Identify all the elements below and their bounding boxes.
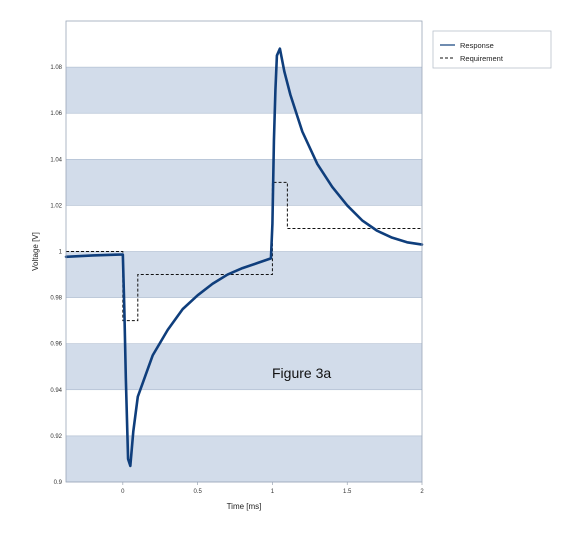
x-tick-label: 1.5 [343, 489, 352, 495]
x-axis-label: Time [ms] [227, 502, 262, 511]
y-tick-label: 0.98 [50, 296, 62, 302]
y-tick-label: 1.06 [50, 111, 62, 117]
y-tick-label: 0.9 [54, 480, 63, 486]
y-tick-label: 1.08 [50, 65, 62, 71]
plot-frame [65, 20, 423, 483]
y-tick-label: 0.92 [50, 434, 62, 440]
figure-annotation: Figure 3a [272, 365, 331, 381]
y-tick-label: 0.94 [50, 388, 62, 394]
x-tick-label: 1 [271, 489, 275, 495]
legend-entry-requirement: Requirement [460, 54, 504, 63]
legend: Response Requirement [432, 30, 552, 69]
y-tick-label: 0.96 [50, 342, 62, 348]
grid-band [66, 251, 422, 298]
y-tick-label: 1.02 [50, 203, 62, 209]
y-axis-ticks: 0.9 0.92 0.94 0.96 0.98 1 1.02 1.04 1.06 1.08 [50, 65, 62, 486]
x-tick-label: 0 [121, 489, 125, 495]
x-axis-ticks: 0 0.5 1 1.5 2 [121, 482, 424, 495]
y-axis-label: Voltage [V] [31, 232, 40, 271]
x-tick-label: 2 [420, 489, 424, 495]
grid-bands [66, 66, 422, 483]
grid-band [66, 159, 422, 206]
series-response-line [64, 47, 424, 468]
grid-band [66, 343, 422, 390]
legend-entry-response: Response [460, 41, 494, 50]
legend-box [432, 30, 552, 69]
y-tick-label: 1 [59, 250, 63, 256]
grid-band [66, 67, 422, 114]
y-tick-label: 1.04 [50, 157, 62, 163]
series-lines [64, 47, 424, 468]
x-tick-label: 0.5 [193, 489, 202, 495]
grid-band [66, 435, 422, 482]
